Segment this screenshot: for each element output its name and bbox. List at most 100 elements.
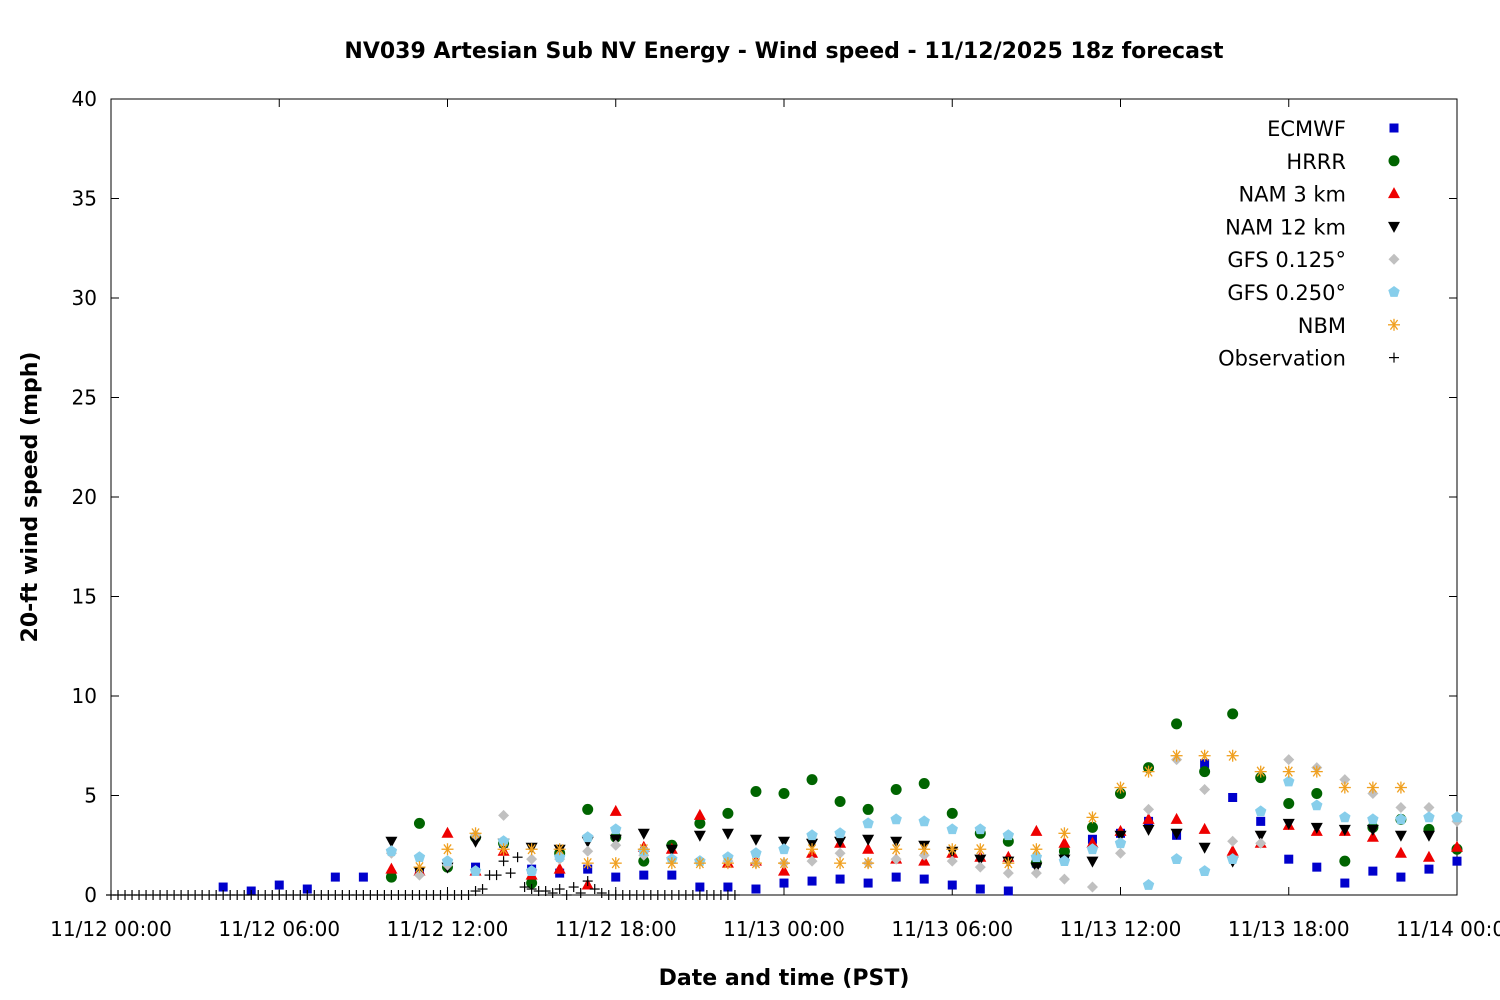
- data-point: [581, 857, 594, 870]
- data-point: [694, 817, 706, 829]
- data-point: [665, 857, 678, 870]
- x-tick-label: 11/12 00:00: [50, 917, 172, 941]
- data-point: [596, 888, 607, 899]
- y-tick-label: 20: [72, 485, 97, 509]
- data-point: [1366, 824, 1379, 836]
- data-point: [497, 835, 510, 847]
- y-tick-label: 5: [84, 784, 97, 808]
- data-point: [1171, 718, 1183, 730]
- data-point: [974, 854, 987, 866]
- data-point: [946, 855, 958, 867]
- chart-title: NV039 Artesian Sub NV Energy - Wind spee…: [344, 39, 1224, 64]
- data-point: [834, 795, 846, 807]
- data-point: [1170, 749, 1183, 762]
- data-point: [526, 853, 538, 865]
- data-point: [1311, 788, 1323, 800]
- data-point: [862, 857, 875, 870]
- data-point: [946, 807, 958, 819]
- data-point: [1199, 766, 1211, 778]
- legend-marker: [1388, 155, 1400, 167]
- data-point: [665, 844, 678, 856]
- data-point: [441, 843, 454, 856]
- data-point: [891, 872, 901, 882]
- data-point: [1284, 854, 1294, 864]
- data-point: [1339, 811, 1351, 823]
- legend-marker: [1388, 253, 1400, 265]
- data-point: [835, 874, 845, 884]
- data-point: [525, 843, 538, 856]
- data-point: [1198, 822, 1211, 834]
- data-point: [553, 862, 566, 874]
- data-point: [1058, 836, 1071, 848]
- data-point: [749, 857, 762, 870]
- data-point: [1422, 850, 1435, 862]
- data-point: [1115, 847, 1126, 859]
- data-point: [807, 876, 817, 886]
- data-point: [477, 884, 488, 895]
- data-point: [862, 803, 874, 815]
- data-point: [693, 808, 706, 820]
- x-tick-label: 11/13 06:00: [891, 917, 1013, 941]
- data-point: [863, 878, 873, 888]
- data-point: [582, 876, 593, 887]
- data-point: [1142, 812, 1155, 824]
- data-point: [1283, 797, 1295, 809]
- data-point: [974, 843, 987, 856]
- data-point: [778, 857, 790, 870]
- y-axis: 0 5 10 15 20 25 30 35 40: [72, 87, 1457, 907]
- data-points: [106, 708, 1463, 900]
- data-point: [667, 870, 677, 880]
- data-point: [1423, 811, 1435, 823]
- data-point: [721, 828, 734, 840]
- data-point: [413, 817, 425, 829]
- data-point: [1282, 765, 1295, 778]
- data-point: [582, 831, 594, 843]
- data-point: [637, 828, 650, 840]
- data-point: [1086, 836, 1099, 848]
- data-point: [526, 877, 538, 889]
- data-point: [547, 888, 558, 899]
- data-point: [512, 852, 523, 863]
- data-point: [1227, 708, 1239, 720]
- data-point: [553, 843, 566, 856]
- data-point: [722, 807, 734, 819]
- data-point: [1086, 811, 1099, 824]
- series-nam-12-km: [385, 818, 1435, 878]
- data-point: [1338, 824, 1351, 836]
- data-point: [1170, 853, 1183, 865]
- data-point: [385, 862, 398, 874]
- data-point: [1198, 842, 1211, 854]
- data-point: [561, 890, 572, 900]
- data-point: [779, 878, 789, 888]
- data-point: [890, 853, 902, 865]
- data-point: [1086, 856, 1099, 868]
- legend-marker: [1388, 286, 1400, 297]
- data-point: [1396, 872, 1406, 882]
- data-point: [778, 843, 790, 855]
- data-point: [946, 843, 959, 856]
- data-point: [729, 890, 740, 900]
- data-point: [525, 865, 538, 876]
- data-point: [778, 788, 790, 800]
- data-point: [1283, 775, 1295, 787]
- data-point: [890, 813, 902, 825]
- data-point: [610, 839, 622, 851]
- data-point: [1226, 853, 1239, 865]
- data-point: [1395, 801, 1407, 813]
- x-tick-label: 11/12 18:00: [555, 917, 677, 941]
- data-point: [890, 843, 903, 856]
- data-point: [974, 823, 986, 835]
- data-point: [778, 836, 790, 848]
- legend-label: GFS 0.125°: [1227, 248, 1346, 272]
- data-point: [582, 845, 594, 857]
- data-point: [693, 857, 706, 870]
- series-observation: [106, 852, 740, 900]
- data-point: [1310, 822, 1323, 834]
- data-point: [1002, 867, 1014, 879]
- data-point: [974, 861, 986, 873]
- x-axis-label: Date and time (PST): [659, 966, 910, 991]
- data-point: [1226, 844, 1239, 856]
- data-point: [918, 815, 930, 827]
- data-point: [1282, 818, 1295, 830]
- data-point: [890, 784, 902, 796]
